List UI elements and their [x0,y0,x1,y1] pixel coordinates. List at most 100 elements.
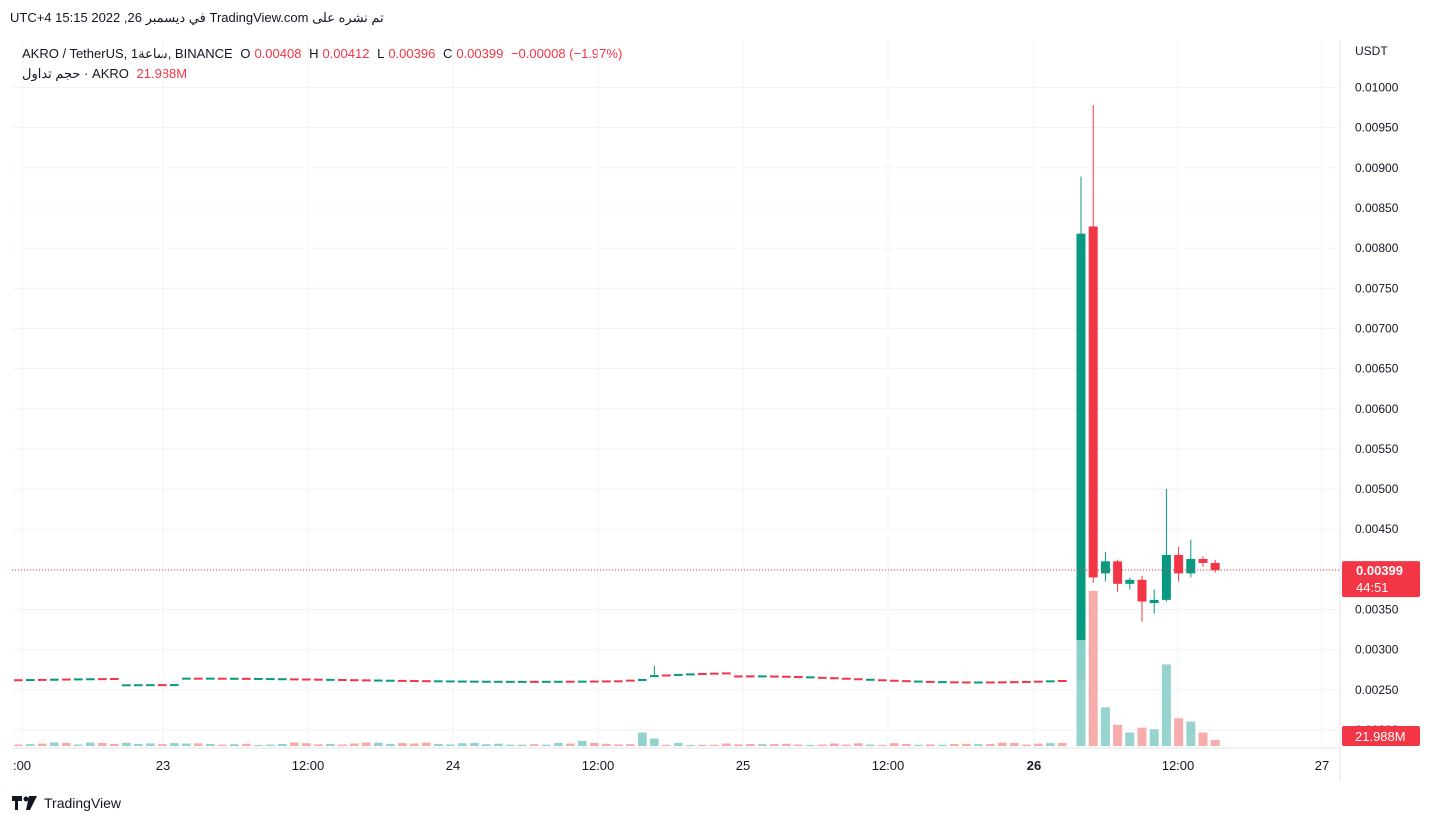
candle [62,678,71,681]
candle [878,679,887,682]
candle [1198,558,1208,563]
volume-bar [26,744,35,746]
x-tick-label: :00 [13,758,31,773]
volume-bar [806,744,815,746]
candle [890,679,899,682]
volume-bar [590,742,599,746]
volume-bar [830,743,839,746]
candle [1186,558,1196,574]
candle [86,678,95,681]
candle [986,681,995,684]
volume-bar [1125,732,1135,746]
candle [818,676,827,679]
y-tick-label: 0.00450 [1355,522,1399,536]
y-tick-label: 0.00350 [1355,603,1399,617]
volume-bar [602,743,611,746]
candle [722,672,731,675]
candle [206,677,215,680]
candle [674,673,683,676]
candle [866,678,875,681]
x-tick-label: 25 [736,758,750,773]
last-volume-badge [1342,726,1420,746]
candle [698,672,707,675]
candle [338,679,347,682]
volume-bar [734,744,743,746]
candle [602,680,611,683]
volume-label[interactable]: حجم تداول · AKRO [22,66,129,81]
close-label: C [442,46,453,61]
volume-bar [98,742,107,746]
volume-bar [14,744,23,746]
candle [842,677,851,680]
candle [386,679,395,682]
candle [590,680,599,683]
last-price-badge [1342,561,1420,598]
volume-bar [230,744,239,746]
candle [122,684,131,687]
candle [242,677,251,680]
volume-bar [386,743,395,746]
candle [902,680,911,683]
candle [1161,554,1171,600]
volume-bar [314,744,323,746]
volume-bar [758,744,767,746]
volume-bar [278,743,287,746]
candle [1125,579,1135,584]
tradingview-brand[interactable]: TradingView [12,795,121,811]
candle [110,677,119,680]
y-tick-label: 0.00300 [1355,643,1399,657]
candle [182,677,191,680]
candle [1076,233,1086,681]
y-tick-label: 0.01000 [1355,81,1399,95]
volume-bar [1161,664,1171,746]
last-volume-label: 21.988M [1355,729,1406,744]
candle [734,675,743,678]
volume-bar [938,744,947,746]
candle [1010,681,1019,684]
candle [626,679,635,682]
x-tick-label: 27 [1315,758,1329,773]
chart-legend: AKRO / TetherUS, 1ساعة, BINANCE O 0.00408… [22,44,626,84]
candle [806,676,815,679]
candle [914,680,923,683]
volume-bar [914,744,923,746]
candle [974,681,983,684]
candle [638,678,647,681]
volume-bar [770,744,779,746]
y-tick-label: 0.00550 [1355,442,1399,456]
volume-bar [674,742,683,746]
symbol-label[interactable]: AKRO / TetherUS, 1ساعة, BINANCE [22,46,233,61]
volume-bar [890,743,899,746]
y-tick-label: 0.00600 [1355,402,1399,416]
volume-value: 21.988M [136,66,188,81]
candle [1088,226,1098,578]
volume-bar [494,743,503,746]
volume-bar [302,743,311,746]
volume-bar [62,742,71,746]
candle [782,675,791,678]
volume-bar [194,743,203,746]
y-tick-label: 0.00900 [1355,161,1399,175]
y-tick-label: 0.00700 [1355,321,1399,335]
volume-bar [482,744,491,746]
volume-bar [530,744,539,746]
volume-bar [326,743,335,746]
candle [998,681,1007,684]
candle [1149,599,1159,604]
close-value: 0.00399 [456,46,504,61]
candle [74,678,83,681]
candle [614,680,623,683]
volume-bar [950,744,959,746]
volume-bar [986,743,995,746]
volume-bar [854,743,863,746]
volume-bar [266,744,275,746]
currency-label: USDT [1355,44,1388,58]
volume-bar [878,744,887,746]
open-value: 0.00408 [254,46,302,61]
last-price-label: 0.00399 [1356,563,1403,578]
volume-bar [506,744,515,746]
candle [98,678,107,681]
candle [506,680,515,683]
volume-bar [686,744,695,746]
